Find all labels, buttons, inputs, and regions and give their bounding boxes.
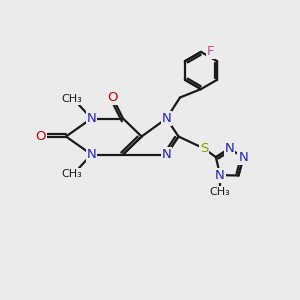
Text: N: N [87,148,96,161]
Text: F: F [207,45,214,58]
Text: CH₃: CH₃ [61,169,82,179]
Text: N: N [87,112,96,125]
Text: CH₃: CH₃ [210,187,230,197]
Text: O: O [107,91,118,104]
Text: N: N [238,151,248,164]
Text: N: N [162,148,171,161]
Text: N: N [225,142,234,155]
Text: CH₃: CH₃ [61,94,82,104]
Text: N: N [215,169,225,182]
Text: O: O [35,130,46,143]
Text: N: N [162,112,171,125]
Text: S: S [200,142,208,155]
